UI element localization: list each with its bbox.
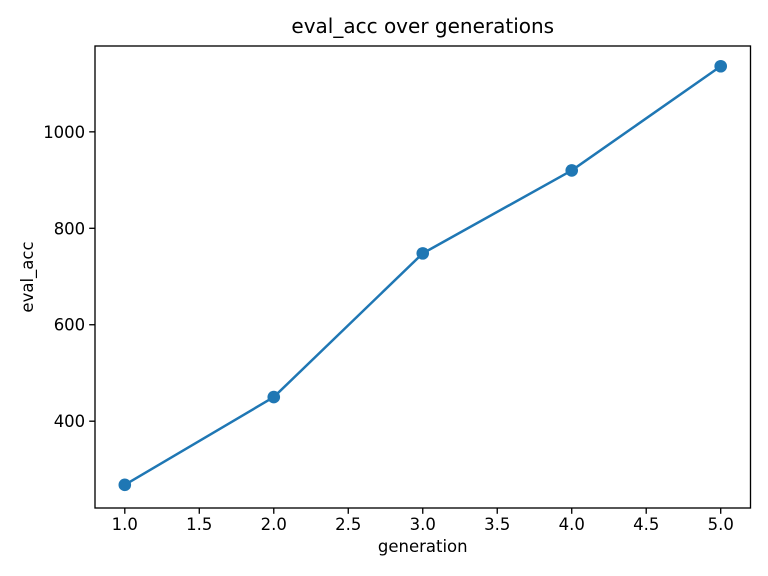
x-tick-label: 4.0 (559, 515, 585, 534)
x-tick-label: 4.5 (633, 515, 659, 534)
y-axis-label: eval_acc (18, 241, 38, 312)
data-point (565, 164, 579, 177)
x-tick-label: 3.0 (410, 515, 436, 534)
x-tick-label: 1.5 (186, 515, 212, 534)
x-tick-label: 2.5 (335, 515, 361, 534)
y-tick-label: 400 (54, 412, 86, 431)
y-tick-label: 600 (54, 316, 86, 335)
plot-frame (94, 45, 752, 509)
data-point (118, 478, 132, 492)
x-tick-label: 1.0 (112, 515, 138, 534)
x-tick-label: 5.0 (708, 515, 734, 534)
data-point (267, 390, 281, 404)
x-tick-label: 2.0 (261, 515, 287, 534)
data-point (416, 247, 430, 260)
x-tick-label: 3.5 (484, 515, 510, 534)
chart-title: eval_acc over generations (291, 14, 554, 38)
y-tick-label: 1000 (43, 123, 85, 142)
x-axis-label: generation (378, 537, 468, 556)
data-point (714, 59, 728, 73)
y-tick-label: 800 (54, 219, 86, 238)
